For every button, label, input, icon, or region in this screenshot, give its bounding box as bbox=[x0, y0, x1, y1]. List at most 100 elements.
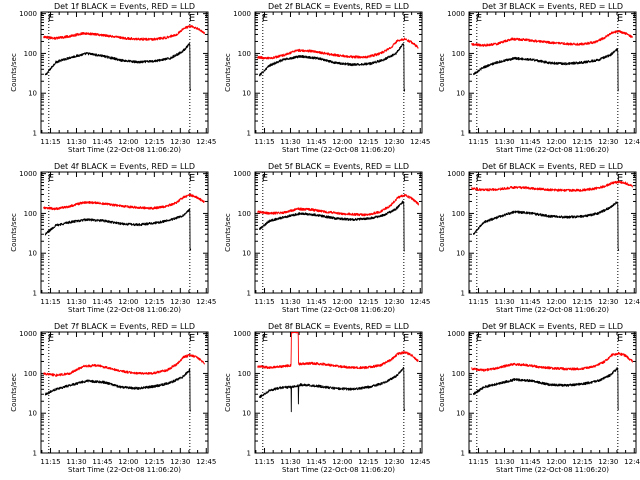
x-tick-label: 12:30 bbox=[598, 458, 618, 466]
y-tick-label: 100 bbox=[238, 370, 251, 378]
y-tick-label: 100 bbox=[238, 210, 251, 218]
event-marker-label: E bbox=[48, 13, 54, 24]
panel-title: Det 9f BLACK = Events, RED = LLD bbox=[482, 322, 623, 331]
x-axis-label: Start Time (22-Oct-08 11:06:20) bbox=[68, 306, 181, 314]
x-tick-label: 12:15 bbox=[572, 458, 592, 466]
panel-title: Det 7f BLACK = Events, RED = LLD bbox=[54, 322, 195, 331]
x-tick-label: 12:15 bbox=[144, 138, 164, 146]
x-tick-label: 12:15 bbox=[358, 458, 378, 466]
x-tick-label: 12:45 bbox=[196, 298, 216, 306]
x-tick-label: 12:00 bbox=[546, 298, 566, 306]
series-events-line bbox=[258, 366, 406, 413]
x-tick-label: 12:30 bbox=[384, 298, 404, 306]
x-tick-label: 12:30 bbox=[384, 458, 404, 466]
x-tick-label: 11:45 bbox=[92, 298, 112, 306]
plot-frame bbox=[468, 11, 637, 134]
series-lld-line bbox=[43, 193, 205, 211]
x-tick-label: 12:15 bbox=[358, 138, 378, 146]
x-tick-label: 12:00 bbox=[546, 458, 566, 466]
plot-frame bbox=[40, 171, 209, 294]
x-tick-label: 12:45 bbox=[624, 458, 640, 466]
y-tick-label: 1000 bbox=[233, 330, 251, 338]
x-tick-label: 12:45 bbox=[410, 458, 430, 466]
y-tick-label: 1000 bbox=[447, 170, 465, 178]
y-tick-label: 10 bbox=[28, 90, 37, 98]
series-lld-line bbox=[471, 351, 633, 372]
x-tick-label: 11:15 bbox=[40, 458, 60, 466]
x-axis-label: Start Time (22-Oct-08 11:06:20) bbox=[496, 146, 609, 154]
y-axis-label: Counts/sec bbox=[10, 373, 18, 412]
x-tick-label: 12:00 bbox=[118, 138, 138, 146]
panel-title: Det 4f BLACK = Events, RED = LLD bbox=[54, 162, 195, 171]
y-tick-label: 10 bbox=[242, 410, 251, 418]
panel-4: Det 4f BLACK = Events, RED = LLD 1 10 100 10… bbox=[10, 162, 216, 314]
event-marker-label: E bbox=[476, 173, 482, 184]
panel-title: Det 2f BLACK = Events, RED = LLD bbox=[268, 2, 409, 11]
x-tick-label: 12:00 bbox=[118, 458, 138, 466]
series-events-line bbox=[472, 367, 620, 410]
x-axis-label: Start Time (22-Oct-08 11:06:20) bbox=[496, 306, 609, 314]
y-axis-label: Counts/sec bbox=[10, 213, 18, 252]
x-tick-label: 12:45 bbox=[410, 298, 430, 306]
event-marker-label: E bbox=[476, 13, 482, 24]
x-tick-label: 12:15 bbox=[572, 138, 592, 146]
series-events-line bbox=[258, 43, 406, 92]
x-tick-label: 12:45 bbox=[624, 138, 640, 146]
y-tick-label: 1000 bbox=[19, 10, 37, 18]
y-tick-label: 1 bbox=[247, 450, 251, 458]
y-tick-label: 10 bbox=[28, 250, 37, 258]
series-events-line bbox=[472, 201, 620, 251]
x-tick-label: 11:30 bbox=[66, 138, 86, 146]
series-lld-line bbox=[257, 193, 419, 217]
series-lld-line bbox=[257, 37, 419, 60]
plot-frame bbox=[468, 331, 637, 454]
y-tick-label: 100 bbox=[452, 50, 465, 58]
x-axis-label: Start Time (22-Oct-08 11:06:20) bbox=[68, 146, 181, 154]
event-marker-label: E bbox=[262, 333, 268, 344]
x-tick-label: 12:00 bbox=[332, 458, 352, 466]
panel-9: Det 9f BLACK = Events, RED = LLD 1 10 100 10… bbox=[438, 322, 640, 474]
x-tick-label: 11:30 bbox=[280, 138, 300, 146]
x-tick-label: 11:30 bbox=[494, 458, 514, 466]
x-tick-label: 12:00 bbox=[332, 298, 352, 306]
panel-title: Det 1f BLACK = Events, RED = LLD bbox=[54, 2, 195, 11]
x-tick-label: 12:15 bbox=[144, 298, 164, 306]
panel-3: Det 3f BLACK = Events, RED = LLD 1 10 100 10… bbox=[438, 2, 640, 154]
x-tick-label: 11:30 bbox=[494, 298, 514, 306]
y-tick-label: 10 bbox=[28, 410, 37, 418]
event-marker-label: E bbox=[189, 13, 195, 24]
x-tick-label: 11:15 bbox=[468, 298, 488, 306]
plot-frame bbox=[254, 11, 423, 134]
x-tick-label: 11:30 bbox=[280, 458, 300, 466]
y-tick-label: 1 bbox=[461, 290, 465, 298]
y-tick-label: 100 bbox=[24, 210, 37, 218]
y-tick-label: 100 bbox=[452, 210, 465, 218]
x-tick-label: 12:15 bbox=[572, 298, 592, 306]
panel-title: Det 5f BLACK = Events, RED = LLD bbox=[268, 162, 409, 171]
y-tick-label: 10 bbox=[242, 90, 251, 98]
event-marker-label: E bbox=[189, 173, 195, 184]
event-marker-label: E bbox=[262, 13, 268, 24]
x-tick-label: 12:45 bbox=[410, 138, 430, 146]
x-tick-label: 11:15 bbox=[254, 458, 274, 466]
series-lld-line bbox=[471, 180, 633, 192]
event-marker-label: E bbox=[476, 333, 482, 344]
x-tick-label: 11:30 bbox=[66, 298, 86, 306]
y-axis-label: Counts/sec bbox=[224, 373, 232, 412]
plot-frame bbox=[40, 11, 209, 134]
panel-1: Det 1f BLACK = Events, RED = LLD 1 10 100 10… bbox=[10, 2, 216, 154]
panel-title: Det 6f BLACK = Events, RED = LLD bbox=[482, 162, 623, 171]
y-tick-label: 1 bbox=[247, 290, 251, 298]
panel-7: Det 7f BLACK = Events, RED = LLD 1 10 100 10… bbox=[10, 322, 216, 474]
x-tick-label: 12:30 bbox=[170, 298, 190, 306]
panel-title: Det 8f BLACK = Events, RED = LLD bbox=[268, 322, 409, 331]
plot-frame bbox=[254, 171, 423, 294]
x-tick-label: 11:45 bbox=[92, 138, 112, 146]
x-tick-label: 11:15 bbox=[468, 458, 488, 466]
x-tick-label: 12:45 bbox=[624, 298, 640, 306]
y-tick-label: 1 bbox=[461, 130, 465, 138]
x-tick-label: 11:45 bbox=[306, 138, 326, 146]
x-tick-label: 12:00 bbox=[546, 138, 566, 146]
series-events-line bbox=[258, 200, 405, 252]
